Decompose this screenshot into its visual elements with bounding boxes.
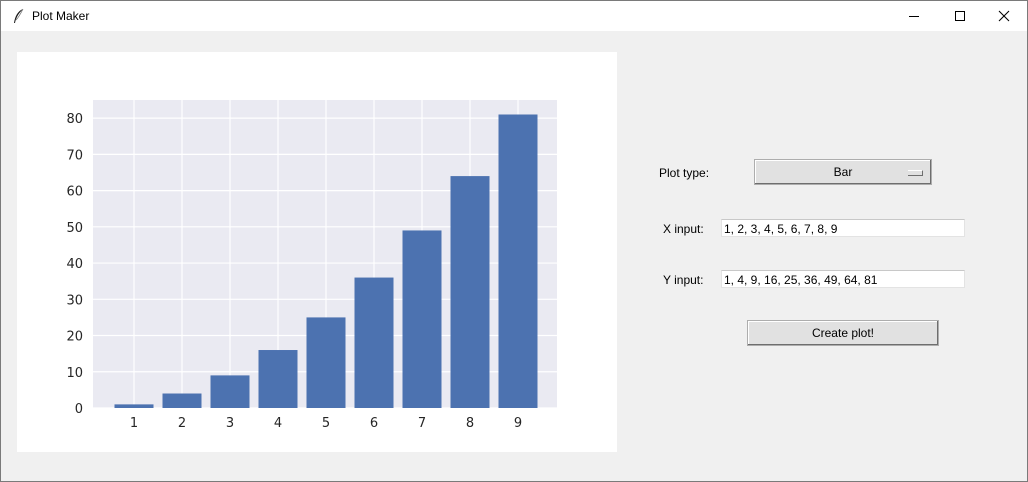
- bar: [210, 375, 250, 408]
- bar: [450, 176, 490, 408]
- y-tick-label: 60: [66, 185, 83, 200]
- dropdown-indicator-icon: [908, 170, 923, 176]
- y-tick-label: 70: [66, 148, 83, 163]
- x-tick-label: 6: [370, 416, 378, 431]
- y-tick-label: 20: [66, 330, 83, 345]
- x-tick-label: 3: [226, 416, 234, 431]
- chart-canvas: 0 10 20 30 40 50 60 70 80 1 2 3 4 5 6 7 8 9: [17, 52, 617, 452]
- x-tick-label: 2: [178, 416, 186, 431]
- feather-icon: [11, 8, 27, 24]
- maximize-icon: [955, 11, 965, 21]
- bar: [498, 114, 538, 409]
- bar: [258, 350, 298, 408]
- y-tick-label: 30: [66, 293, 83, 308]
- create-plot-button[interactable]: Create plot!: [747, 320, 939, 346]
- x-input-label: X input:: [663, 222, 704, 236]
- minimize-icon: [909, 11, 919, 21]
- y-tick-label: 40: [66, 257, 83, 272]
- close-button[interactable]: [981, 1, 1027, 31]
- y-input-label: Y input:: [663, 273, 704, 287]
- x-tick-label: 1: [130, 416, 138, 431]
- title-bar[interactable]: Plot Maker: [1, 1, 1027, 31]
- y-tick-label: 0: [75, 402, 83, 417]
- bar: [306, 317, 346, 408]
- bar: [402, 230, 442, 408]
- plot-type-label: Plot type:: [659, 166, 710, 180]
- bar: [162, 393, 202, 408]
- maximize-button[interactable]: [937, 1, 983, 31]
- x-tick-label: 9: [514, 416, 522, 431]
- plot-type-value: Bar: [833, 165, 853, 179]
- bar: [114, 404, 154, 408]
- bar-chart: 0 10 20 30 40 50 60 70 80 1 2 3 4 5 6 7 8 9: [66, 100, 557, 431]
- x-tick-label: 5: [322, 416, 330, 431]
- y-tick-label: 10: [66, 366, 83, 381]
- y-tick-label: 50: [66, 221, 83, 236]
- plot-type-dropdown[interactable]: Bar: [754, 159, 932, 185]
- close-icon: [998, 10, 1010, 22]
- x-tick-label: 7: [418, 416, 426, 431]
- y-input-field[interactable]: 1, 4, 9, 16, 25, 36, 49, 64, 81: [721, 270, 965, 288]
- bar: [354, 277, 394, 408]
- window-title: Plot Maker: [32, 9, 90, 23]
- x-tick-label: 8: [466, 416, 474, 431]
- minimize-button[interactable]: [891, 1, 937, 31]
- x-input-field[interactable]: 1, 2, 3, 4, 5, 6, 7, 8, 9: [721, 219, 965, 237]
- x-tick-label: 4: [274, 416, 282, 431]
- y-tick-label: 80: [66, 112, 83, 127]
